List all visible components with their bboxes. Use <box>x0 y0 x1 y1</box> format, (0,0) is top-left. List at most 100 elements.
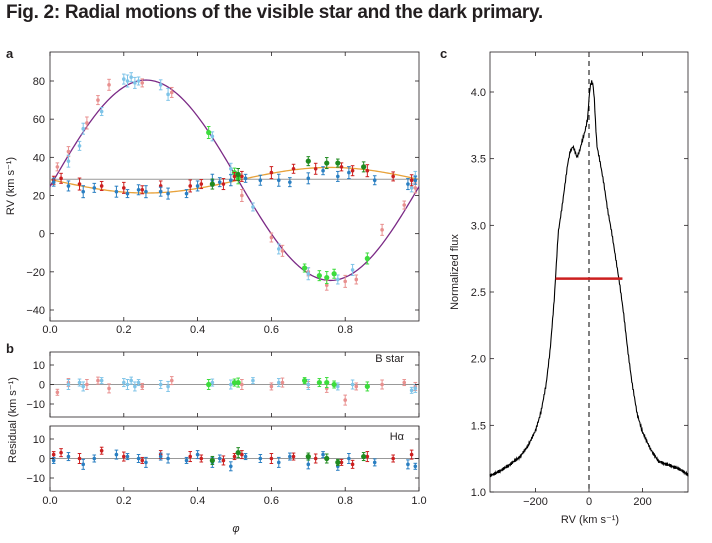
residual-ylabel: Residual (km s⁻¹) <box>7 377 19 463</box>
data-point <box>209 457 215 464</box>
y-tick-label: −40 <box>26 305 45 317</box>
data-point <box>144 189 148 194</box>
data-point <box>133 81 137 85</box>
data-point <box>99 109 104 114</box>
data-point <box>85 121 89 125</box>
panel-c-line-profile: −200 0 200 1.0 1.5 2.0 2.5 3.0 3.5 4.0 RV (km s⁻¹… <box>449 51 689 526</box>
data-point <box>140 81 145 85</box>
data-point <box>229 382 233 387</box>
data-point <box>306 271 311 276</box>
data-point <box>413 386 418 391</box>
data-point <box>235 450 241 456</box>
data-point <box>81 384 86 389</box>
data-point <box>195 452 200 457</box>
data-point <box>122 380 126 385</box>
x-tick-label: 0.2 <box>116 495 131 507</box>
x-tick-label: 0.0 <box>42 324 57 336</box>
data-point <box>354 277 359 282</box>
data-point <box>350 268 355 272</box>
data-point <box>122 454 126 459</box>
data-point <box>133 384 137 389</box>
data-point <box>144 460 148 465</box>
data-point <box>166 92 170 97</box>
data-point <box>59 450 63 455</box>
y-tick-label: 3.5 <box>471 154 486 166</box>
panel-a-ylabel: RV (km s⁻¹) <box>5 157 17 215</box>
data-point <box>229 178 233 183</box>
data-point <box>59 176 63 181</box>
data-point <box>209 181 215 187</box>
x-tick-label: 0.8 <box>338 324 353 336</box>
data-point <box>269 235 274 240</box>
x-tick-label: 0.2 <box>116 324 131 336</box>
y-tick-label: 2.0 <box>471 354 486 366</box>
data-point <box>114 452 119 457</box>
y-tick-label: 40 <box>33 152 45 164</box>
data-point <box>99 448 104 453</box>
data-point <box>199 182 204 186</box>
data-point <box>140 458 145 463</box>
data-point <box>276 460 281 465</box>
y-tick-label: −20 <box>26 267 45 279</box>
data-point <box>96 378 100 383</box>
data-point <box>158 454 163 459</box>
data-point <box>280 380 285 385</box>
panel-b-top-ticks: −10 0 10 <box>26 352 420 417</box>
data-point <box>55 390 60 395</box>
data-point <box>313 456 318 461</box>
data-point <box>240 193 244 198</box>
data-point <box>336 277 340 282</box>
data-point <box>269 456 274 461</box>
data-point <box>125 191 130 196</box>
data-point <box>231 379 238 386</box>
data-point <box>235 171 241 178</box>
data-point <box>66 382 71 387</box>
x-tick-label: 0.6 <box>264 495 279 507</box>
data-point <box>380 382 384 387</box>
panel-c-xlabel: RV (km s⁻¹) <box>561 514 619 526</box>
data-point <box>158 189 163 194</box>
x-tick-label: 0.0 <box>42 495 57 507</box>
data-point <box>122 186 126 190</box>
data-point <box>85 382 89 387</box>
halpha-annotation: Hα <box>390 431 405 443</box>
data-point <box>107 386 111 391</box>
x-tick-label: 0.4 <box>190 324 205 336</box>
data-point <box>125 382 130 387</box>
x-tick-label: 0 <box>586 496 592 508</box>
data-point <box>316 379 322 386</box>
data-point <box>339 460 344 465</box>
y-tick-label: −10 <box>26 473 45 485</box>
data-point <box>409 186 414 190</box>
panel-c-ticks: −200 0 200 1.0 1.5 2.0 2.5 3.0 3.5 4.0 <box>471 52 688 508</box>
x-tick-label: 200 <box>633 496 651 508</box>
data-point <box>402 203 407 207</box>
data-point <box>125 454 130 459</box>
data-point <box>324 274 330 281</box>
data-point <box>269 384 274 389</box>
figure-title: Fig. 2: Radial motions of the visible st… <box>6 2 543 23</box>
panel-b-top-data-points <box>55 376 418 406</box>
data-point <box>288 454 292 459</box>
data-point <box>229 166 233 171</box>
data-point <box>243 176 248 181</box>
data-point <box>184 458 189 463</box>
data-point <box>406 182 410 186</box>
data-point <box>129 75 133 79</box>
data-point <box>306 462 311 467</box>
data-point <box>169 378 174 383</box>
data-point <box>81 126 86 131</box>
data-point <box>188 454 193 459</box>
data-point <box>406 462 410 467</box>
data-point <box>140 187 145 192</box>
panel-label-c: c <box>440 46 447 61</box>
data-point <box>276 178 281 183</box>
data-point <box>336 384 340 389</box>
data-point <box>136 456 141 461</box>
y-tick-label: 1.5 <box>471 420 486 432</box>
data-point <box>206 381 212 388</box>
data-point <box>140 384 145 389</box>
data-point <box>81 462 86 467</box>
data-point <box>335 459 341 465</box>
